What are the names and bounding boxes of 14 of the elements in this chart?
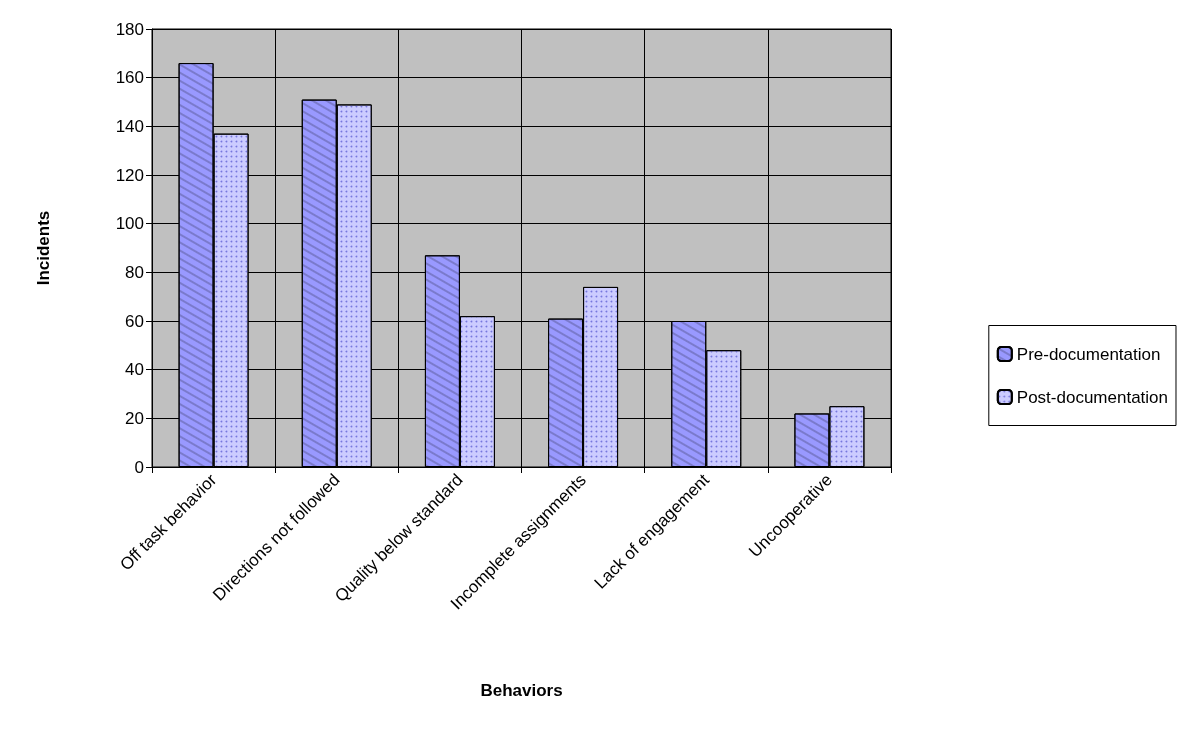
- y-tick-label: 100: [115, 214, 144, 234]
- y-tick-label: 40: [125, 360, 144, 380]
- y-axis-title: Incidents: [34, 210, 53, 286]
- y-tick-label: 160: [115, 68, 144, 88]
- y-tick-label: 120: [115, 165, 144, 185]
- x-axis-title: Behaviors: [480, 681, 563, 700]
- legend-label: Post-documentation: [1016, 387, 1168, 407]
- y-tick-label: 140: [115, 116, 144, 136]
- legend-label: Pre-documentation: [1016, 344, 1161, 364]
- y-tick-label: 20: [125, 408, 144, 428]
- y-tick-label: 0: [134, 457, 144, 477]
- y-tick-label: 80: [125, 262, 144, 282]
- y-tick-label: 60: [125, 311, 144, 331]
- y-tick-label: 180: [115, 19, 144, 39]
